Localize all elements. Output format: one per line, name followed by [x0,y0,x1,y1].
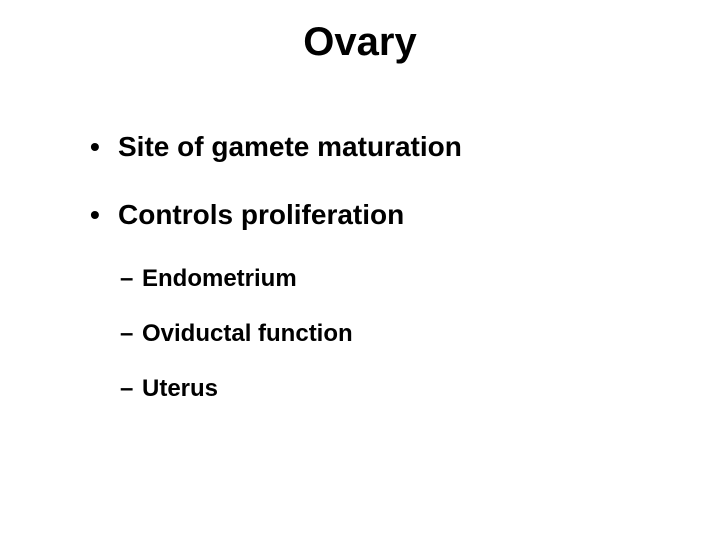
slide-body: Site of gamete maturation Controls proli… [90,130,650,430]
sub-bullet-group: Endometrium Oviductal function Uterus [120,265,650,403]
bullet-lvl2: Oviductal function [120,320,650,349]
bullet-lvl2: Endometrium [120,265,650,294]
slide: Ovary Site of gamete maturation Controls… [0,0,720,540]
slide-title: Ovary [0,20,720,65]
bullet-lvl2: Uterus [120,375,650,404]
bullet-lvl1: Site of gamete maturation [90,130,650,164]
bullet-lvl1: Controls proliferation [90,198,650,232]
